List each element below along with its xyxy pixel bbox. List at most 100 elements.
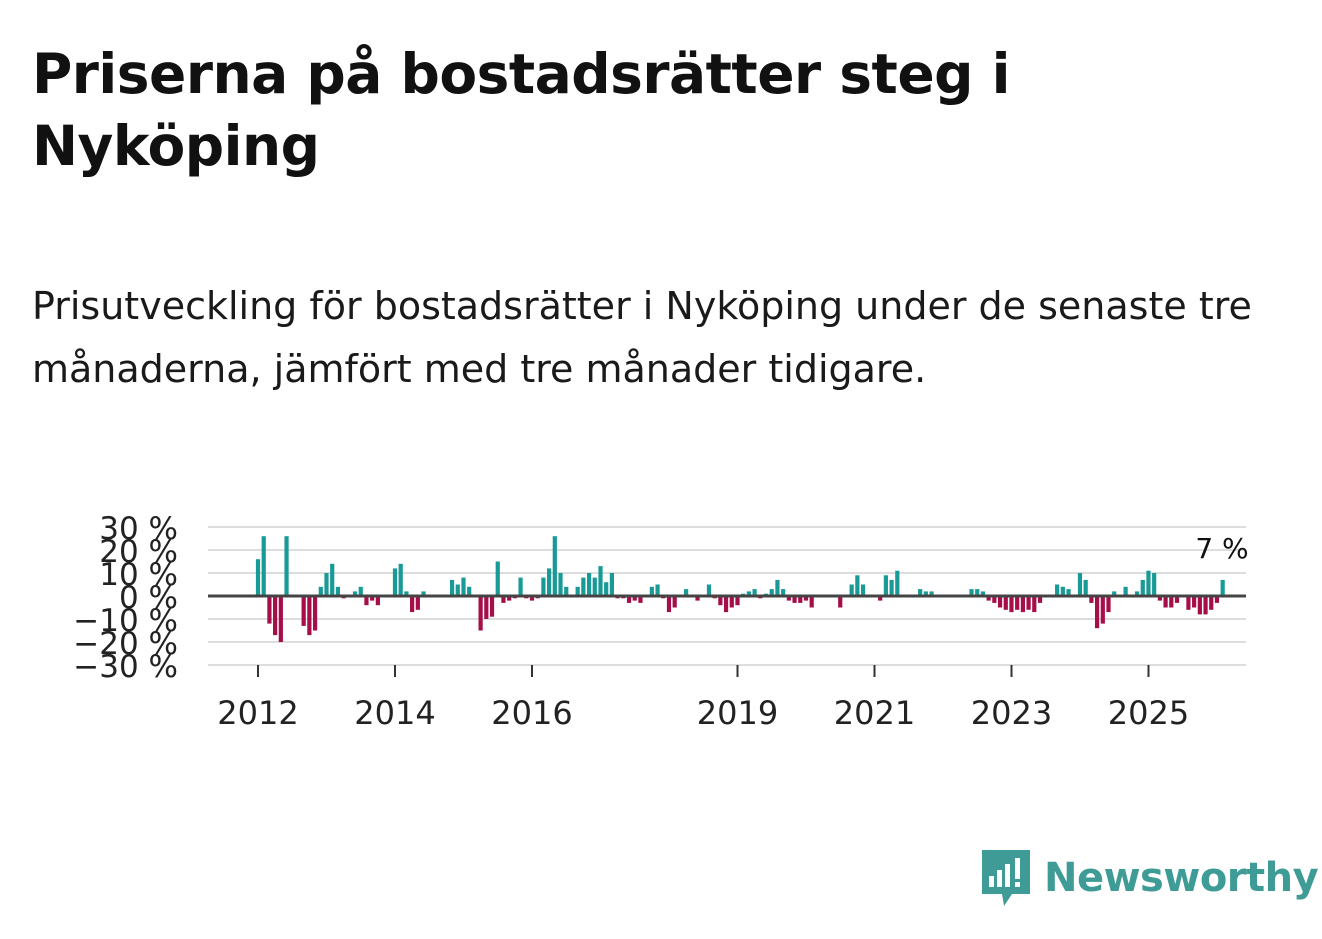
bar (1015, 596, 1020, 610)
bar (632, 596, 637, 601)
bar (1192, 596, 1197, 608)
annotations: 7 % (1195, 532, 1248, 565)
bar (301, 596, 306, 626)
bar (809, 596, 814, 608)
bar (1134, 591, 1140, 596)
bar (255, 559, 261, 596)
bar (649, 586, 654, 596)
bar (878, 596, 883, 601)
bar (507, 596, 512, 601)
bar (495, 561, 500, 596)
grid-lines (208, 526, 1246, 666)
bar (775, 579, 780, 596)
bar (324, 573, 329, 596)
bar (598, 566, 603, 596)
x-tick-label: 2025 (1108, 694, 1189, 732)
y-tick-label: −20 % (73, 626, 178, 662)
brand-name: Newsworthy (1044, 855, 1319, 901)
bar (695, 596, 700, 601)
last-value-label: 7 % (1195, 532, 1248, 565)
x-tick-label: 2019 (697, 694, 778, 732)
bar (997, 596, 1003, 608)
bar (889, 579, 894, 596)
bar (1055, 584, 1060, 596)
bar (518, 577, 523, 596)
bar (746, 591, 751, 596)
bar (461, 577, 466, 596)
bar (415, 596, 420, 610)
bar (370, 596, 375, 601)
bar (1026, 596, 1031, 610)
bar (575, 586, 580, 596)
bar (421, 591, 426, 596)
bar (1060, 586, 1065, 596)
bar (1020, 596, 1025, 613)
bar (975, 589, 980, 596)
bar (278, 596, 283, 642)
newsworthy-brand[interactable]: Newsworthy (980, 848, 1319, 908)
bar (467, 586, 472, 596)
x-tick-label: 2014 (354, 694, 435, 732)
bars (255, 536, 1225, 642)
bar (855, 575, 860, 596)
bar (1066, 589, 1071, 596)
bar (786, 596, 791, 601)
bar (330, 563, 335, 596)
bar (1209, 596, 1214, 610)
y-tick-label: 0 % (119, 580, 178, 616)
bar (626, 596, 632, 603)
bar (752, 589, 757, 596)
bar (478, 596, 483, 631)
bar (547, 568, 552, 596)
bar (1197, 596, 1202, 615)
bar (883, 575, 888, 596)
bar (564, 586, 569, 596)
bar (1106, 596, 1111, 613)
bar (586, 573, 592, 596)
y-tick-label: −30 % (73, 649, 178, 685)
x-tick-label: 2023 (971, 694, 1052, 732)
bar (769, 589, 774, 596)
bar (558, 573, 563, 596)
bar (581, 577, 586, 596)
bar (655, 584, 660, 596)
bar (352, 591, 358, 596)
bar (1174, 596, 1180, 603)
bar (501, 596, 506, 603)
bar (1220, 579, 1225, 596)
bar (449, 579, 455, 596)
y-tick-label: 20 % (99, 534, 178, 570)
x-tick-label: 2012 (217, 694, 298, 732)
bar (860, 584, 866, 596)
chart-subtitle: Prisutveckling för bostadsrätter i Nyköp… (32, 284, 1252, 391)
bar (261, 536, 266, 596)
bar-chart: 30 %20 %10 %0 %−10 %−20 %−30 % 2012 2014 2… (73, 511, 1248, 732)
bar (455, 584, 460, 596)
bar (1094, 596, 1100, 629)
bar (1169, 596, 1174, 608)
bar (1100, 596, 1105, 624)
bar (1077, 573, 1083, 596)
y-tick-label: 30 % (99, 511, 178, 547)
bar (273, 596, 278, 636)
x-axis: 2012 2014 2016 2019 2021 2023 2025 (217, 665, 1189, 732)
y-axis: 30 %20 %10 %0 %−10 %−20 %−30 % (73, 511, 178, 685)
bar (375, 596, 380, 606)
bar (312, 596, 318, 631)
bar (918, 589, 923, 596)
bar (318, 586, 323, 596)
bar (718, 596, 723, 606)
bar (1089, 596, 1094, 603)
bar (529, 596, 535, 601)
y-tick-label: −10 % (73, 603, 178, 639)
bar (284, 536, 289, 596)
bar (1083, 579, 1088, 596)
bar (489, 596, 495, 617)
bar (1163, 596, 1168, 608)
bar (1146, 570, 1151, 596)
x-tick-label: 2021 (834, 694, 915, 732)
bar (980, 591, 986, 596)
bar (1140, 579, 1145, 596)
bar (1157, 596, 1162, 601)
bar (335, 586, 341, 596)
